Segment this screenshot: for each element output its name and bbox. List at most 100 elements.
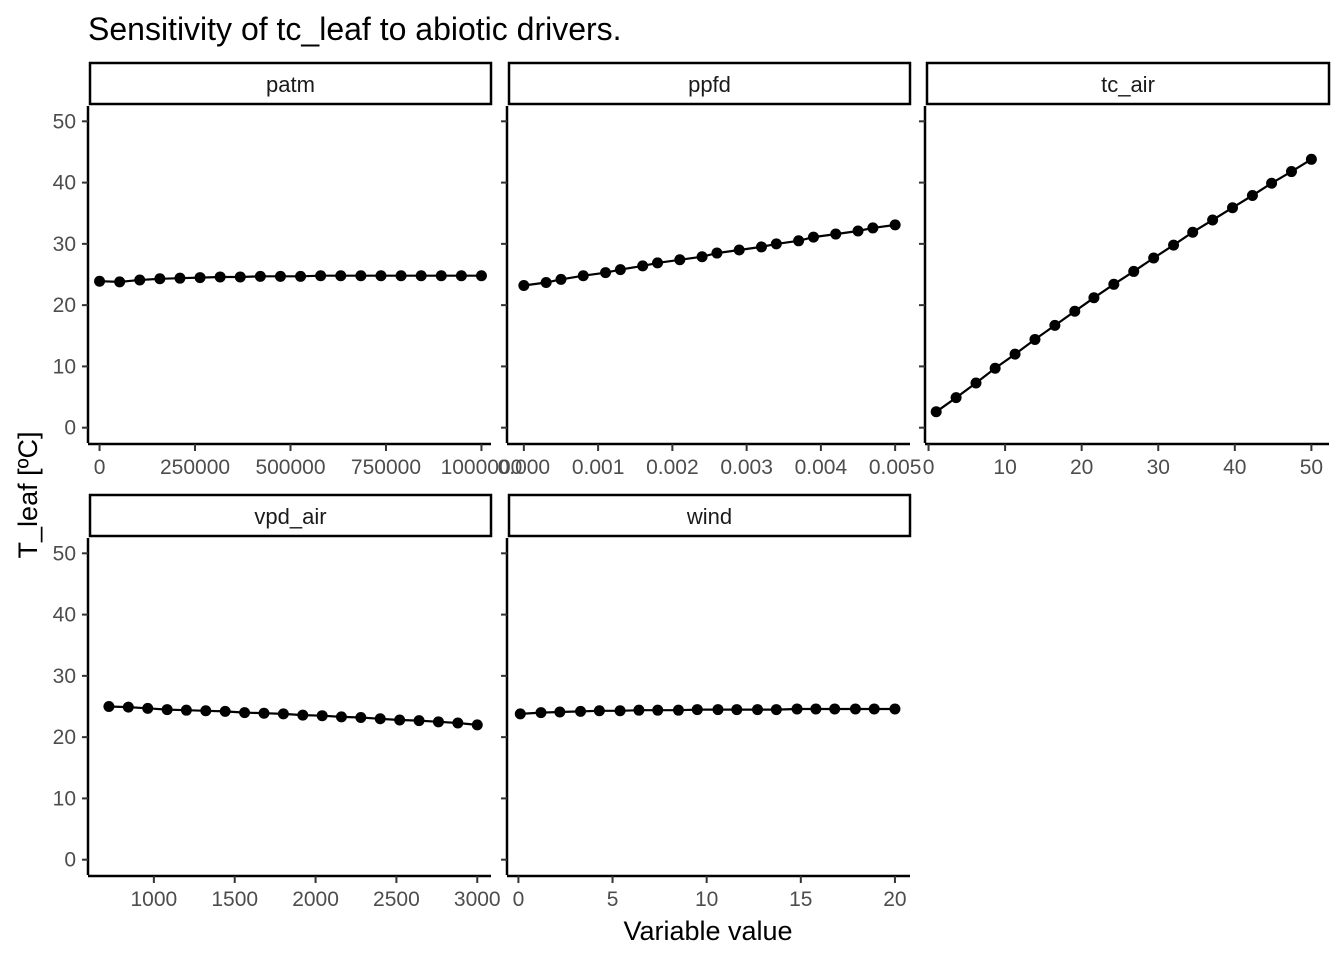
- y-tick-label: 50: [53, 110, 76, 133]
- data-point: [335, 270, 347, 282]
- data-point: [614, 705, 626, 717]
- data-point: [355, 270, 367, 282]
- x-tick-label: 250000: [160, 456, 230, 479]
- x-tick-label: 1500: [211, 888, 258, 911]
- data-point: [755, 241, 767, 253]
- data-point: [258, 707, 270, 719]
- data-point: [1049, 319, 1061, 331]
- data-point: [174, 272, 186, 284]
- data-point: [277, 708, 289, 720]
- x-tick-label: 5: [607, 888, 619, 911]
- data-point: [161, 704, 173, 716]
- data-point: [652, 704, 664, 716]
- data-point: [94, 275, 106, 287]
- data-point: [254, 270, 266, 282]
- y-tick-label: 0: [64, 417, 76, 440]
- data-point: [637, 260, 649, 272]
- data-point: [731, 704, 743, 716]
- data-point: [214, 271, 226, 283]
- x-tick-label: 10: [993, 456, 1016, 479]
- data-point: [691, 704, 703, 716]
- data-point: [555, 273, 567, 285]
- data-point: [355, 712, 367, 724]
- data-point: [535, 707, 547, 719]
- x-axis-title: Variable value: [623, 916, 792, 946]
- data-point: [475, 270, 487, 282]
- strip-label-patm: patm: [266, 72, 315, 97]
- panel-tc_air: tc_air 0 10 20 30 40 50: [919, 61, 1331, 479]
- data-point: [1305, 153, 1317, 165]
- data-point: [315, 270, 327, 282]
- y-tick-label: 40: [53, 604, 76, 627]
- x-tick-label: 0.003: [720, 456, 773, 479]
- data-point: [452, 717, 464, 729]
- data-point: [335, 711, 347, 723]
- data-point: [180, 704, 192, 716]
- data-point: [114, 276, 126, 288]
- x-tick-label: 0.001: [572, 456, 625, 479]
- data-point: [696, 251, 708, 263]
- x-tick-label: 30: [1147, 456, 1170, 479]
- data-point: [194, 272, 206, 284]
- data-point: [652, 257, 664, 269]
- y-tick-label: 40: [53, 172, 76, 195]
- data-point: [614, 264, 626, 276]
- x-tick-label: 3000: [454, 888, 501, 911]
- data-point: [122, 701, 134, 713]
- data-point: [593, 705, 605, 717]
- data-point: [889, 703, 901, 715]
- data-point: [518, 280, 530, 292]
- data-point: [297, 709, 309, 721]
- data-point: [712, 704, 724, 716]
- x-tick-label: 0: [923, 456, 935, 479]
- x-tick-label: 1000000: [441, 456, 523, 479]
- data-point: [142, 702, 154, 714]
- data-point: [1266, 177, 1278, 189]
- panel-vpd_air: vpd_air 0 10 20 30 40 50 1000 1500 2000 2500 3000: [53, 493, 501, 911]
- data-point: [1168, 239, 1180, 251]
- x-tick-label: 2500: [373, 888, 420, 911]
- x-tick-label: 0.002: [646, 456, 699, 479]
- data-point: [1069, 305, 1081, 317]
- x-tick-label: 20: [1070, 456, 1093, 479]
- x-tick-label: 0: [513, 888, 525, 911]
- strip-vpd_air: [88, 493, 493, 538]
- chart-title: Sensitivity of tc_leaf to abiotic driver…: [88, 11, 622, 47]
- x-tick-label: 0: [94, 456, 106, 479]
- y-tick-label: 20: [53, 726, 76, 749]
- x-tick-label: 15: [789, 888, 812, 911]
- data-point: [810, 703, 822, 715]
- x-tick-label: 50: [1300, 456, 1323, 479]
- data-point: [889, 219, 901, 231]
- x-tick-label: 0.004: [795, 456, 848, 479]
- strip-label-ppfd: ppfd: [688, 72, 731, 97]
- data-point: [711, 247, 723, 259]
- x-tick-label: 20: [883, 888, 906, 911]
- data-point: [415, 270, 427, 282]
- data-point: [239, 707, 251, 719]
- y-axis-title: T_leaf [ºC]: [13, 432, 43, 559]
- data-point: [950, 392, 962, 404]
- data-point: [1285, 166, 1297, 178]
- data-point: [791, 703, 803, 715]
- data-point: [930, 406, 942, 418]
- strip-patm: [88, 61, 493, 106]
- panel-ppfd: ppfd 0.000 0.001 0.002 0.003 0.004 0.005: [498, 61, 921, 479]
- data-point: [435, 270, 447, 282]
- y-tick-label: 20: [53, 294, 76, 317]
- y-tick-label: 0: [64, 849, 76, 872]
- y-tick-label: 10: [53, 355, 76, 378]
- data-point: [868, 703, 880, 715]
- data-point: [413, 715, 425, 727]
- y-tick-label: 30: [53, 233, 76, 256]
- x-tick-label: 500000: [255, 456, 325, 479]
- data-point: [852, 225, 864, 237]
- data-point: [1029, 333, 1041, 345]
- data-point: [103, 701, 115, 712]
- data-point: [600, 267, 612, 279]
- panel-patm: patm 0 10 20 30 40 50 0 250000 500000 750000 100000…: [53, 61, 523, 479]
- strip-tc_air: [925, 61, 1331, 106]
- x-tick-label: 10: [695, 888, 718, 911]
